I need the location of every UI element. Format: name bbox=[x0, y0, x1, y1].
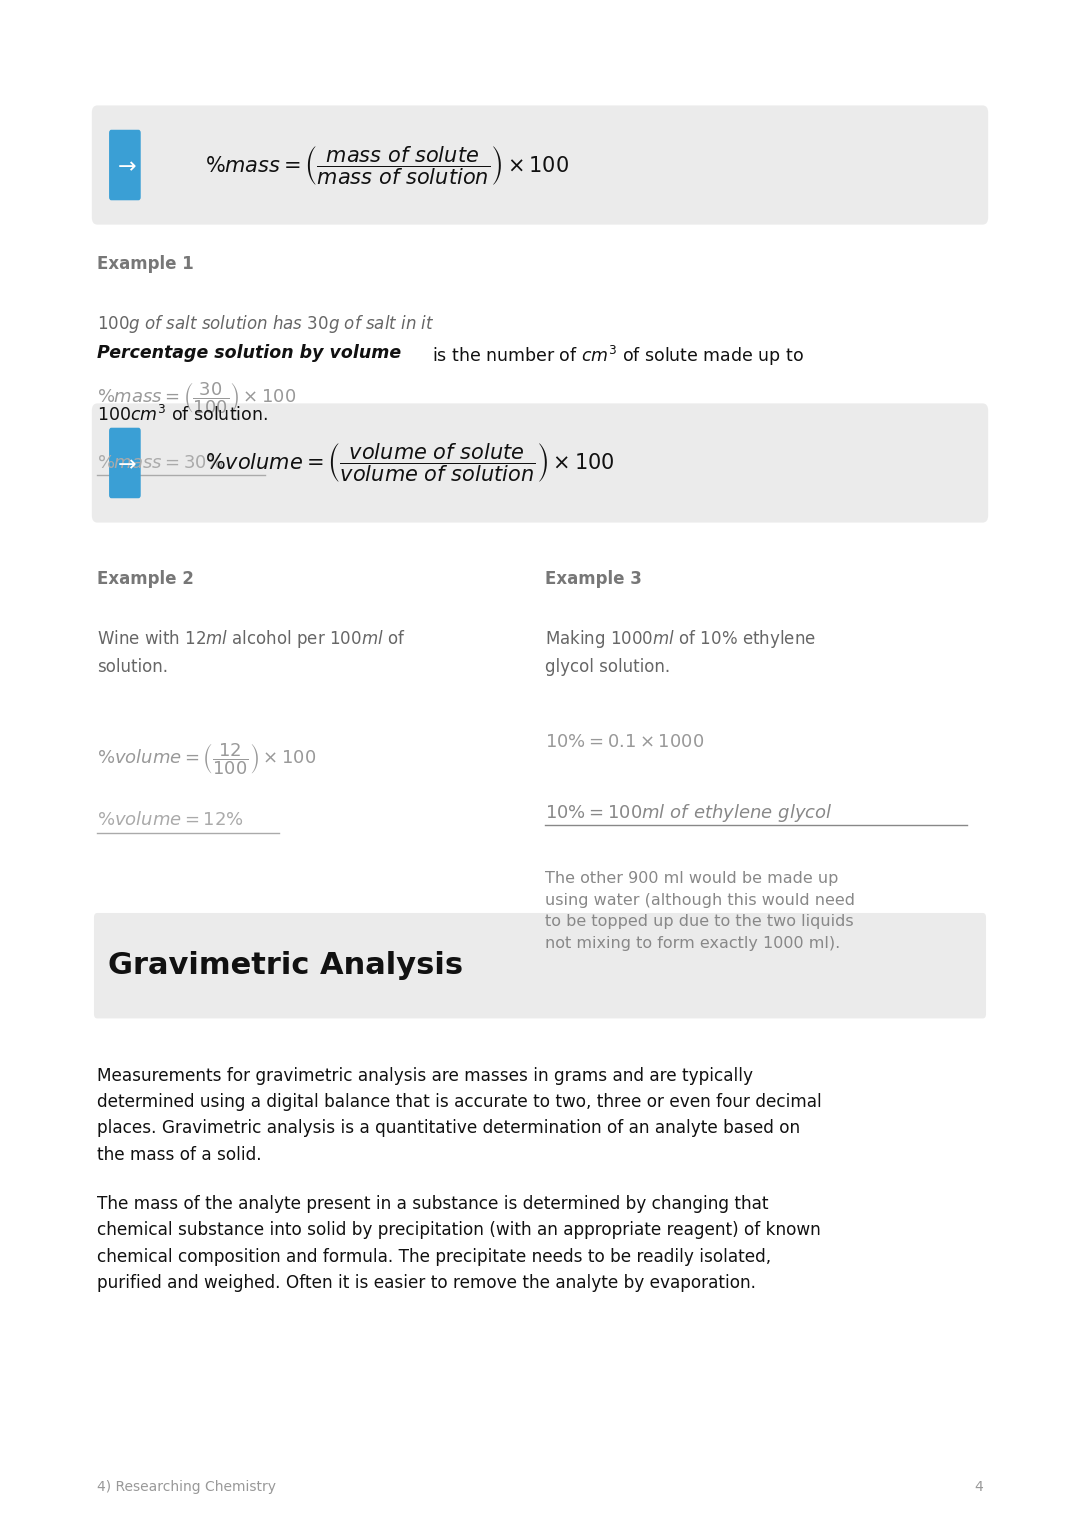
FancyBboxPatch shape bbox=[94, 912, 986, 1018]
FancyBboxPatch shape bbox=[109, 130, 140, 200]
Text: $\%mass = 30\%$: $\%mass = 30\%$ bbox=[97, 454, 225, 472]
Text: 4) Researching Chemistry: 4) Researching Chemistry bbox=[97, 1481, 276, 1494]
Text: Gravimetric Analysis: Gravimetric Analysis bbox=[108, 952, 463, 979]
Text: $\%mass = \left(\dfrac{mass\ of\ solute}{mass\ of\ solution}\right) \times 100$: $\%mass = \left(\dfrac{mass\ of\ solute}… bbox=[205, 144, 569, 186]
Text: The mass of the analyte present in a substance is determined by changing that
ch: The mass of the analyte present in a sub… bbox=[97, 1195, 821, 1293]
FancyBboxPatch shape bbox=[92, 105, 988, 225]
Text: Making $1000ml$ of $10\%$ ethylene
glycol solution.: Making $1000ml$ of $10\%$ ethylene glyco… bbox=[545, 628, 816, 677]
Text: Measurements for gravimetric analysis are masses in grams and are typically
dete: Measurements for gravimetric analysis ar… bbox=[97, 1067, 822, 1164]
Text: $\rightarrow$: $\rightarrow$ bbox=[113, 452, 137, 474]
FancyBboxPatch shape bbox=[92, 403, 988, 523]
Text: Example 2: Example 2 bbox=[97, 570, 194, 588]
Text: $10\% = 100ml\ of\ ethylene\ glycol$: $10\% = 100ml\ of\ ethylene\ glycol$ bbox=[545, 802, 833, 824]
Text: Wine with $12ml$ alcohol per $100ml$ of
solution.: Wine with $12ml$ alcohol per $100ml$ of … bbox=[97, 628, 406, 677]
Text: Example 3: Example 3 bbox=[545, 570, 643, 588]
Text: is the number of $cm^3$ of solute made up to: is the number of $cm^3$ of solute made u… bbox=[432, 344, 804, 368]
Text: $100cm^3$ of solution.: $100cm^3$ of solution. bbox=[97, 405, 268, 425]
Text: The other 900 ml would be made up
using water (although this would need
to be to: The other 900 ml would be made up using … bbox=[545, 871, 855, 950]
Text: $100g$ of salt solution has $30g$ of salt in it: $100g$ of salt solution has $30g$ of sal… bbox=[97, 313, 435, 335]
Text: $\%volume = \left(\dfrac{12}{100}\right) \times 100$: $\%volume = \left(\dfrac{12}{100}\right)… bbox=[97, 741, 316, 776]
Text: $\rightarrow$: $\rightarrow$ bbox=[113, 154, 137, 176]
Text: $\%volume = \left(\dfrac{volume\ of\ solute}{volume\ of\ solution}\right) \times: $\%volume = \left(\dfrac{volume\ of\ sol… bbox=[205, 442, 615, 484]
Text: Percentage solution by volume: Percentage solution by volume bbox=[97, 344, 402, 362]
Text: $\%mass = \left(\dfrac{30}{100}\right) \times 100$: $\%mass = \left(\dfrac{30}{100}\right) \… bbox=[97, 380, 297, 416]
Text: $10\% = 0.1 \times 1000$: $10\% = 0.1 \times 1000$ bbox=[545, 733, 704, 752]
FancyBboxPatch shape bbox=[109, 428, 140, 498]
Text: $\%volume = 12\%$: $\%volume = 12\%$ bbox=[97, 811, 244, 830]
Text: Example 1: Example 1 bbox=[97, 255, 194, 274]
Text: 4: 4 bbox=[974, 1481, 983, 1494]
